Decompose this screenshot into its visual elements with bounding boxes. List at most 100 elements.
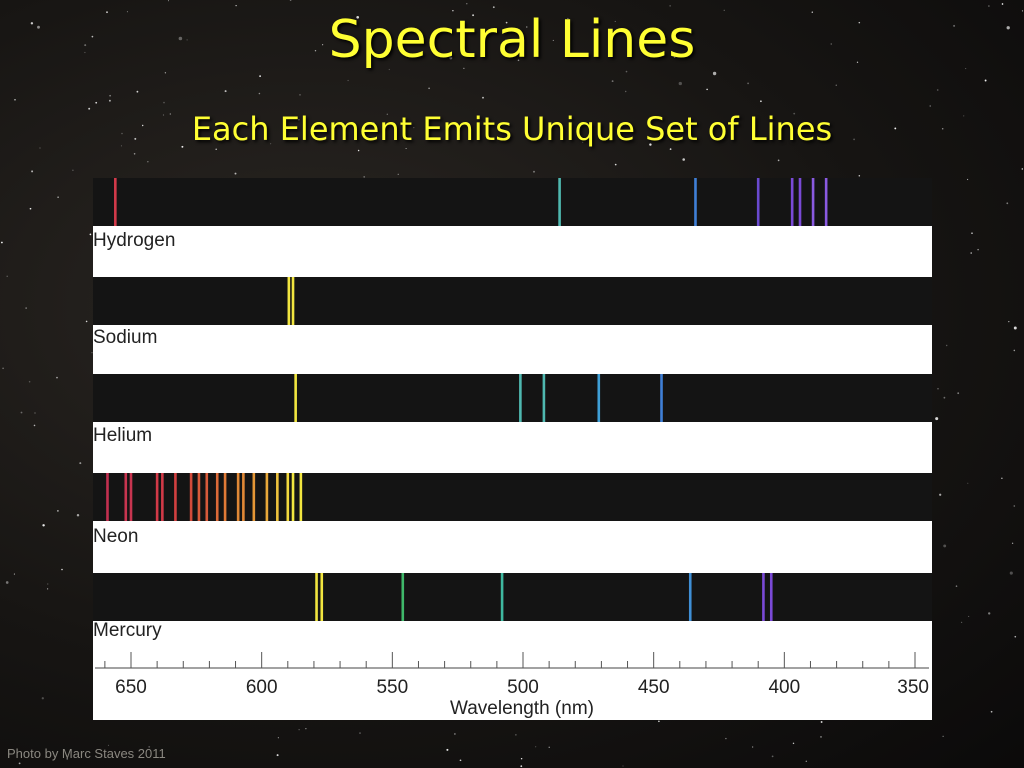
spectrum-strip	[93, 374, 932, 422]
star	[120, 145, 122, 147]
star	[466, 3, 468, 5]
star	[967, 482, 969, 484]
emission-line	[824, 178, 828, 226]
star	[463, 67, 465, 69]
star	[955, 585, 958, 587]
element-label: Hydrogen	[93, 230, 175, 251]
star	[30, 22, 34, 25]
star	[141, 124, 144, 127]
star	[669, 5, 671, 7]
star	[520, 765, 523, 768]
star	[1013, 349, 1016, 352]
star	[66, 758, 68, 760]
star	[968, 615, 970, 617]
star	[943, 544, 947, 548]
star	[567, 17, 569, 20]
star	[106, 11, 108, 14]
star	[515, 734, 517, 736]
star	[18, 762, 21, 765]
star	[37, 25, 40, 29]
star	[492, 6, 495, 9]
emission-line	[189, 473, 193, 521]
star	[1006, 202, 1009, 205]
star	[56, 509, 59, 512]
star	[622, 765, 624, 767]
star	[482, 96, 484, 99]
star	[777, 159, 780, 162]
star	[1013, 326, 1017, 330]
star	[1021, 168, 1024, 170]
spectrum-strip	[93, 178, 932, 226]
slide-subtitle: Each Element Emits Unique Set of Lines	[191, 110, 833, 148]
star	[929, 105, 931, 107]
star	[752, 746, 754, 748]
star	[747, 82, 749, 85]
star	[109, 94, 111, 97]
star	[990, 710, 993, 713]
emission-line	[756, 178, 760, 226]
star	[79, 462, 82, 465]
star	[57, 196, 59, 198]
star	[1011, 542, 1014, 544]
star	[939, 493, 942, 496]
star	[957, 392, 960, 395]
star	[723, 9, 725, 11]
star	[945, 344, 948, 347]
star	[322, 44, 324, 46]
emission-line	[811, 178, 815, 226]
emission-line	[265, 473, 269, 521]
star	[136, 90, 139, 93]
star	[472, 14, 475, 17]
tick-label: 600	[246, 677, 278, 698]
star	[5, 581, 9, 584]
star	[305, 728, 307, 730]
spectrum-strip	[93, 573, 932, 621]
star	[942, 735, 944, 737]
star	[186, 39, 188, 41]
star	[28, 380, 31, 383]
star	[133, 153, 136, 155]
star	[771, 755, 774, 758]
star	[706, 88, 708, 91]
star	[1013, 505, 1016, 507]
star	[85, 320, 88, 323]
star	[405, 147, 407, 150]
star	[1006, 26, 1010, 30]
star	[335, 34, 338, 37]
star	[47, 583, 49, 585]
star	[811, 11, 814, 13]
emission-line	[155, 473, 159, 521]
emission-line	[161, 473, 164, 521]
star	[582, 141, 584, 143]
star	[178, 36, 183, 41]
star	[147, 161, 149, 163]
element-label: Sodium	[93, 327, 157, 348]
star	[270, 143, 272, 145]
star	[359, 732, 361, 734]
star	[371, 122, 375, 126]
spectrum-strip	[93, 277, 932, 325]
emission-line	[762, 573, 765, 621]
star	[669, 148, 672, 150]
star	[259, 75, 261, 77]
star	[14, 99, 16, 101]
emission-line	[294, 374, 297, 422]
emission-line	[286, 473, 290, 521]
star	[649, 143, 652, 146]
star	[126, 11, 128, 13]
star	[792, 742, 795, 745]
tick-label: 500	[507, 677, 539, 698]
star	[967, 178, 969, 181]
emission-line	[114, 178, 117, 226]
emission-line	[299, 473, 303, 521]
emission-line	[223, 473, 227, 521]
star	[33, 424, 36, 427]
star	[535, 746, 537, 748]
star	[820, 721, 823, 723]
star	[937, 388, 939, 390]
star	[84, 51, 86, 54]
star	[678, 81, 682, 86]
star	[611, 80, 614, 83]
emission-line	[688, 573, 692, 621]
star	[505, 21, 508, 24]
